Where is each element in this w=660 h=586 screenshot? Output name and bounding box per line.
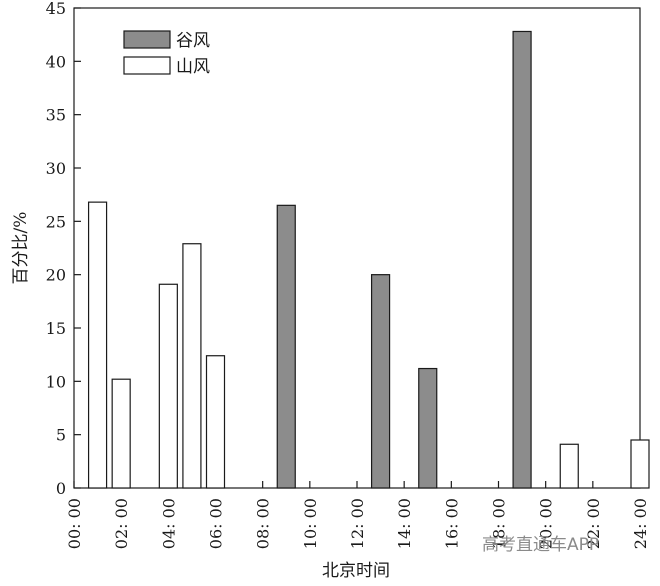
x-tick-label: 08: 00 bbox=[254, 498, 273, 549]
x-tick-label: 10: 00 bbox=[301, 498, 320, 549]
bar-mountain-wind bbox=[559, 443, 579, 489]
y-tick-label: 45 bbox=[46, 0, 66, 18]
x-tick-label: 24: 00 bbox=[631, 498, 650, 549]
bar-valley-wind bbox=[370, 274, 391, 489]
y-tick-label: 15 bbox=[46, 319, 66, 338]
y-tick-label: 0 bbox=[56, 479, 66, 498]
bar-mountain-wind bbox=[87, 201, 108, 489]
y-tick-label: 30 bbox=[46, 159, 66, 178]
x-tick-label: 14: 00 bbox=[395, 498, 414, 549]
x-tick-label: 22: 00 bbox=[584, 498, 603, 549]
bar-mountain-wind bbox=[111, 378, 131, 489]
legend-label: 谷风 bbox=[176, 31, 210, 51]
y-tick-label: 10 bbox=[46, 372, 66, 391]
x-tick-label: 18: 00 bbox=[490, 498, 509, 549]
y-axis-title: 百分比/% bbox=[11, 212, 31, 285]
y-tick-label: 35 bbox=[46, 106, 66, 125]
bar-valley-wind bbox=[512, 30, 532, 489]
x-tick-label: 20: 00 bbox=[537, 498, 556, 549]
legend-swatch bbox=[123, 30, 171, 49]
x-tick-label: 06: 00 bbox=[207, 498, 226, 549]
bar-valley-wind bbox=[418, 367, 438, 489]
bars bbox=[87, 30, 650, 489]
y-tick-label: 20 bbox=[46, 266, 66, 285]
x-tick-label: 02: 00 bbox=[112, 498, 131, 549]
y-tick-label: 25 bbox=[46, 212, 66, 231]
bar-mountain-wind bbox=[205, 355, 226, 489]
bar-valley-wind bbox=[276, 204, 296, 489]
x-axis-title: 北京时间 bbox=[322, 561, 390, 581]
legend-swatch bbox=[123, 56, 171, 75]
x-tick-label: 16: 00 bbox=[442, 498, 461, 549]
y-tick-label: 40 bbox=[46, 52, 66, 71]
bar-mountain-wind bbox=[158, 283, 178, 489]
watermark-text: 高考直通车APP bbox=[482, 535, 599, 555]
legend-label: 山风 bbox=[176, 57, 210, 77]
x-tick-label: 04: 00 bbox=[159, 498, 178, 549]
axes: 0 5 10 15 20 25 30 35 40 45 00: 00 02: 00 04: 00 06: … bbox=[46, 0, 650, 549]
bar-mountain-wind bbox=[630, 439, 650, 489]
x-tick-label: 00: 00 bbox=[65, 498, 84, 549]
x-tick-label: 12: 00 bbox=[348, 498, 367, 549]
y-tick-label: 5 bbox=[56, 426, 66, 445]
bar-mountain-wind bbox=[182, 243, 202, 489]
